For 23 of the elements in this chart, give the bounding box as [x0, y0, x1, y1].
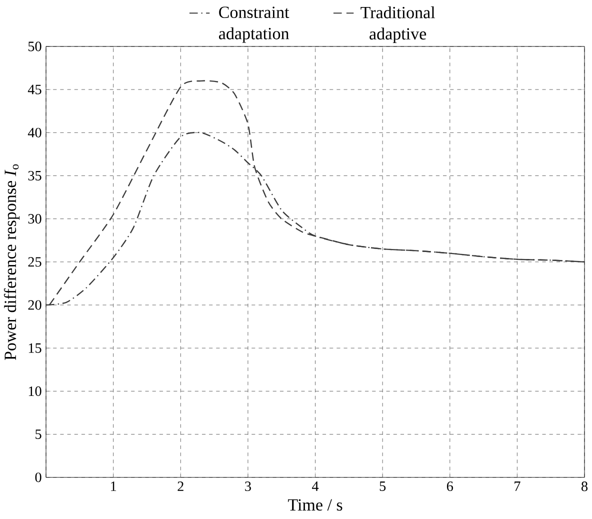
y-tick-label: 5 [36, 429, 42, 439]
legend-label: Traditional adaptive [360, 6, 435, 43]
y-tick-label: 20 [28, 300, 42, 310]
y-tick-label: 35 [28, 170, 42, 180]
x-tick-label: 3 [245, 481, 251, 491]
y-tick-label: 40 [28, 128, 42, 138]
x-tick-label: 7 [514, 481, 520, 491]
x-tick-label: 2 [178, 481, 184, 491]
y-tick-label: 15 [28, 343, 42, 353]
x-axis-title: Time / s [288, 499, 342, 510]
y-tick-label: 10 [28, 386, 42, 396]
y-tick-label: 30 [28, 214, 42, 224]
x-tick-label: 4 [312, 481, 319, 491]
y-tick-label: 50 [28, 41, 42, 52]
legend-label: Constraint adaptation [218, 6, 290, 43]
x-tick-label: 5 [380, 481, 386, 491]
x-tick-label: 1 [111, 481, 116, 491]
y-axis-title: Power difference response I$_{o}$ [4, 164, 20, 360]
x-tick-label: 8 [582, 481, 588, 491]
x-tick-label: 6 [446, 481, 454, 491]
y-tick-label: 0 [35, 472, 42, 482]
y-tick-label: 45 [28, 84, 42, 94]
y-tick-label: 25 [28, 256, 42, 266]
